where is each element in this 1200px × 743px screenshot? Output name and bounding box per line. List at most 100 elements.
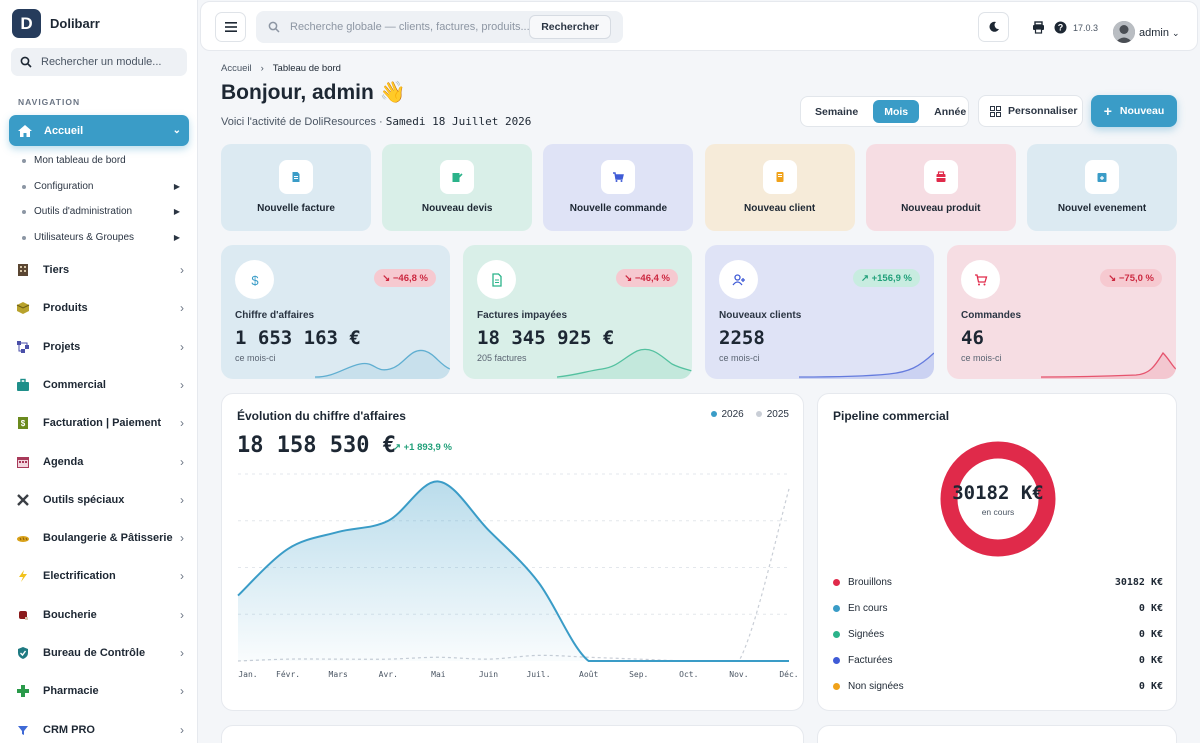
chevron-right-icon: › [180,416,184,431]
caret-right-icon: ▶ [173,233,180,242]
brand[interactable]: D Dolibarr [12,9,100,38]
sidebar-item-label: Projets [43,340,81,353]
customize-button[interactable]: Personnaliser [978,95,1083,127]
global-search-placeholder: Recherche globale — clients, factures, p… [290,21,530,33]
kpi-value: 2258 [719,327,765,349]
svg-text:?: ? [1058,23,1064,33]
quick-action-3[interactable]: Nouveau client [704,144,855,231]
new-button[interactable]: + Nouveau [1091,95,1177,127]
trend-badge: ↘ −75,0 % [1100,269,1162,287]
chart-legend: 2026 2025 [710,409,789,420]
breadcrumb-current: Tableau de bord [272,63,341,74]
quick-action-icon [279,160,313,194]
quick-action-1[interactable]: Nouveau devis [382,144,533,231]
search-button[interactable]: Rechercher [529,15,611,39]
x-tick-label: Févr. [276,669,300,679]
x-tick-label: Oct. [679,670,698,679]
sidebar-item-crm-pro[interactable]: CRM PRO › [14,719,184,741]
sidebar-item-agenda[interactable]: Agenda › [14,451,184,473]
sidebar-item-boulangerie-pâtisserie[interactable]: Boulangerie & Pâtisserie › [14,527,184,549]
kpi-subtitle: ce mois-ci [719,353,760,363]
sidebar-subitem[interactable]: Mon tableau de bord [22,155,180,166]
quick-action-4[interactable]: Nouveau produit [865,144,1016,231]
quick-action-0[interactable]: Nouvelle facture [221,144,371,231]
period-mois[interactable]: Mois [873,100,920,123]
bullet-icon [22,209,26,214]
topbar: Recherche globale — clients, factures, p… [198,0,1200,52]
page-title: Bonjour, admin 👋 [221,81,406,104]
kpi-icon [961,260,1000,299]
legend-item[interactable]: 2025 [755,409,789,420]
sparkline [557,348,692,379]
sidebar-subitem-label: Outils d'administration [34,206,133,217]
sidebar-subitem-label: Configuration [34,181,94,192]
grid-icon [990,105,1001,117]
sidebar-item-accueil[interactable]: Accueil ⌄ [9,115,189,146]
pipeline-row[interactable]: Facturées 0 K€ [833,655,1163,666]
trend-badge: ↘ −46,8 % [374,269,436,287]
breadcrumb-home[interactable]: Accueil [221,63,252,74]
module-search-input[interactable]: Rechercher un module... [11,48,187,76]
bottom-panel-left [221,725,804,743]
svg-text:$: $ [21,419,26,428]
quick-action-2[interactable]: Nouvelle commande [543,144,694,231]
sidebar-item-projets[interactable]: Projets › [14,336,184,358]
sidebar-item-label: Boulangerie & Pâtisserie [43,532,173,545]
kpi-subtitle: 205 factures [477,353,527,363]
brand-name: Dolibarr [50,16,100,31]
kpi-card[interactable]: ↗ +156,9 % Nouveaux clients 2258 ce mois… [705,245,934,379]
invoice-icon [292,172,300,182]
x-tick-label: Déc. [779,669,798,679]
sidebar-item-outils-spéciaux[interactable]: Outils spéciaux › [14,489,184,511]
sidebar-subitem[interactable]: Configuration ▶ [22,181,180,192]
sidebar-subitem[interactable]: Outils d'administration ▶ [22,206,180,217]
legend-item[interactable]: 2026 [710,409,744,420]
user-menu[interactable]: admin ⌄ [1139,27,1180,39]
lightning-icon [14,567,32,585]
dark-mode-toggle[interactable] [978,12,1009,42]
hamburger-icon [224,22,237,32]
pipeline-row[interactable]: En cours 0 K€ [833,603,1163,614]
subtitle-text: Voici l'activité de DoliResources · [221,116,386,128]
sidebar-item-electrification[interactable]: Electrification › [14,565,184,587]
sidebar-item-facturation-paiement[interactable]: $ Facturation | Paiement › [14,412,184,434]
sidebar-item-commercial[interactable]: Commercial › [14,374,184,396]
kpi-card[interactable]: $ ↘ −46,8 % Chiffre d'affaires 1 653 163… [221,245,450,379]
donut-segment-brouillons[interactable] [940,441,1056,557]
printer-icon[interactable] [1032,21,1045,34]
chevron-right-icon: › [180,301,184,316]
revenue-chart: Jan. Févr. Mars Avr. Mai Juin Juil. Août Sep. Oct… [237,473,799,679]
kpi-icon: $ [235,260,274,299]
status-dot [833,631,840,638]
quick-action-5[interactable]: Nouvel evenement [1027,144,1177,231]
global-search-input[interactable]: Recherche globale — clients, factures, p… [256,11,623,43]
sidebar-item-pharmacie[interactable]: Pharmacie › [14,680,184,702]
sidebar-subitem-label: Utilisateurs & Groupes [34,232,135,243]
pipeline-row[interactable]: Brouillons 30182 K€ [833,577,1163,588]
pipeline-row[interactable]: Signées 0 K€ [833,629,1163,640]
sidebar-item-tiers[interactable]: Tiers › [14,259,184,281]
contact-book-icon [776,172,784,182]
x-tick-label: Juin [479,670,498,679]
period-semaine[interactable]: Semaine [815,105,859,118]
cart-icon [974,273,987,285]
pipeline-value: 0 K€ [1138,629,1163,640]
version-label: 17.0.3 [1073,23,1099,33]
period-année[interactable]: Année [934,105,967,118]
kpi-card[interactable]: ↘ −75,0 % Commandes 46 ce mois-ci [947,245,1176,379]
avatar[interactable] [1113,21,1135,43]
quick-action-label: Nouveau produit [901,203,981,214]
series-2026-line[interactable] [237,480,789,662]
kpi-subtitle: ce mois-ci [235,353,276,363]
kpi-card[interactable]: ↘ −46,4 % Factures impayées 18 345 925 €… [463,245,692,379]
help-icon[interactable]: ? [1054,21,1067,34]
bullet-icon [22,184,26,189]
chevron-right-icon: › [180,263,184,277]
sidebar-item-produits[interactable]: Produits › [14,297,184,319]
sidebar-subitem[interactable]: Utilisateurs & Groupes ▶ [22,232,180,243]
sidebar-item-boucherie[interactable]: Boucherie › [14,604,184,626]
pipeline-row[interactable]: Non signées 0 K€ [833,681,1163,692]
sidebar-item-bureau-de-contrôle[interactable]: Bureau de Contrôle › [14,642,184,664]
menu-toggle-button[interactable] [215,12,246,42]
funnel-icon [14,721,32,739]
